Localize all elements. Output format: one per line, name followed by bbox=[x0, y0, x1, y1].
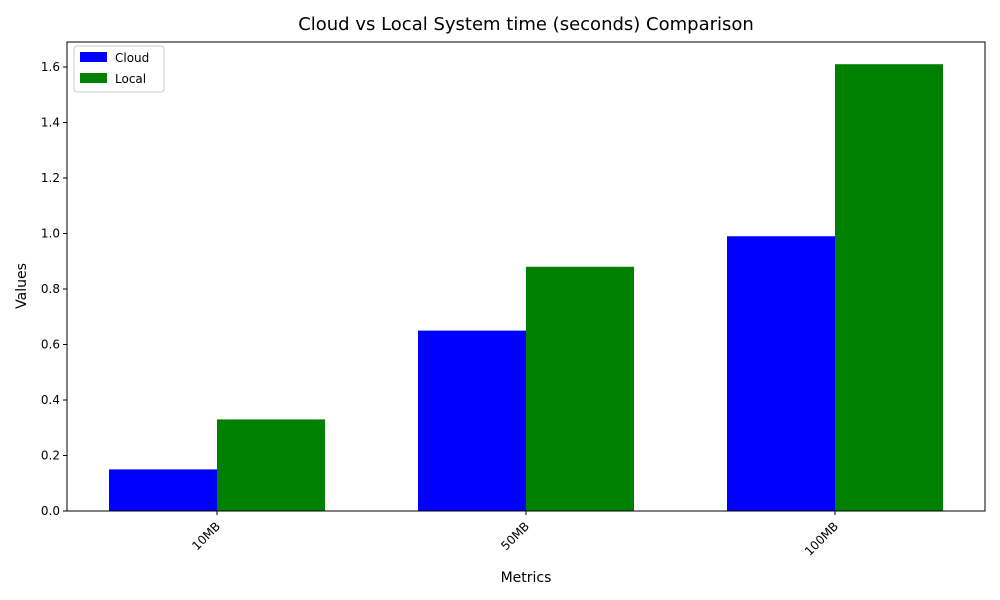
y-axis-label: Values bbox=[14, 263, 30, 309]
x-tick-label: 50MB bbox=[498, 519, 532, 553]
y-tick-label: 1.2 bbox=[41, 171, 60, 185]
legend-label-local: Local bbox=[115, 72, 146, 86]
y-tick-label: 0.0 bbox=[41, 504, 60, 518]
y-tick-label: 0.2 bbox=[41, 448, 60, 462]
y-tick-label: 1.0 bbox=[41, 226, 60, 240]
bar-cloud-10mb bbox=[109, 469, 217, 511]
legend-label-cloud: Cloud bbox=[115, 51, 149, 65]
y-tick-label: 0.4 bbox=[41, 393, 60, 407]
plot-frame bbox=[66, 41, 986, 512]
y-tick-label: 0.6 bbox=[41, 337, 60, 351]
x-tick-label: 10MB bbox=[189, 519, 223, 553]
bar-cloud-50mb bbox=[418, 330, 526, 511]
legend: Cloud Local bbox=[73, 45, 165, 93]
x-axis-label: Metrics bbox=[501, 570, 552, 586]
x-tick-label: 100MB bbox=[802, 519, 841, 558]
legend-swatch-local bbox=[80, 73, 107, 83]
y-tick-label: 1.6 bbox=[41, 60, 60, 74]
y-tick-label: 0.8 bbox=[41, 282, 60, 296]
legend-swatch-cloud bbox=[80, 52, 107, 62]
bar-local-10mb bbox=[217, 419, 325, 511]
bar-cloud-100mb bbox=[727, 236, 835, 511]
plot-area: 10MB 50MB 100MB 0.0 0.2 0.4 0.6 0.8 1.0 1.2 1.4 1.6 bbox=[41, 41, 986, 558]
y-tick-label: 1.4 bbox=[41, 115, 60, 129]
chart-title: Cloud vs Local System time (seconds) Com… bbox=[298, 14, 754, 35]
bar-local-100mb bbox=[835, 64, 943, 512]
bar-local-50mb bbox=[526, 266, 634, 511]
